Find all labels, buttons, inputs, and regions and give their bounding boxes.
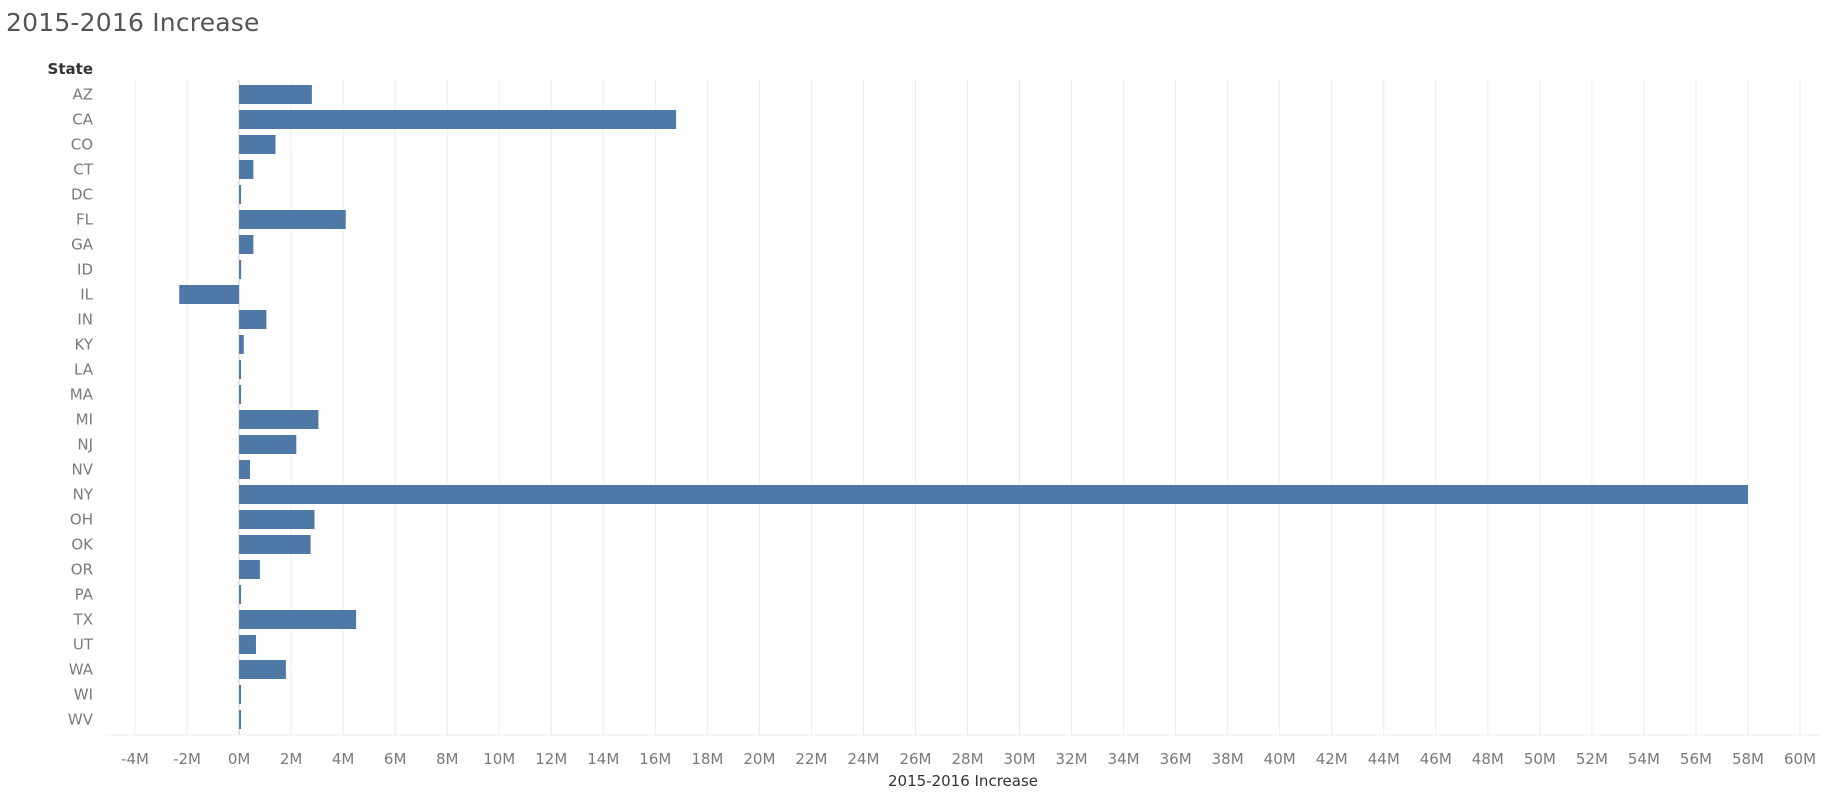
bar-pa[interactable] (239, 585, 242, 604)
x-tick-label: 56M (1680, 750, 1712, 768)
x-tick-label: 50M (1524, 750, 1556, 768)
category-label: CA (72, 111, 93, 129)
bar-ky[interactable] (239, 335, 244, 354)
x-tick-label: 2M (280, 750, 303, 768)
x-tick-label: 32M (1056, 750, 1088, 768)
category-labels: AZ CA CO CT DC FL GA ID IL IN KY LA MA MI NJ NV NY OH OK OR… (68, 86, 94, 729)
page-title: 2015-2016 Increase (6, 8, 260, 37)
category-label: IN (77, 311, 93, 329)
bar-wi[interactable] (239, 685, 242, 704)
category-label: FL (76, 211, 94, 229)
x-tick-label: 44M (1368, 750, 1400, 768)
category-label: DC (71, 186, 93, 204)
x-axis-title: 2015-2016 Increase (888, 772, 1038, 790)
x-tick-label: 58M (1732, 750, 1764, 768)
bar-nj[interactable] (239, 435, 297, 454)
category-label: WV (68, 711, 94, 729)
bar-or[interactable] (239, 560, 260, 579)
category-label: WA (69, 661, 94, 679)
x-tick-label: 14M (587, 750, 619, 768)
x-tick-label: 10M (483, 750, 515, 768)
bar-id[interactable] (239, 260, 242, 279)
category-label: WI (74, 686, 93, 704)
x-tick-label: 60M (1784, 750, 1816, 768)
x-tick-label: 16M (639, 750, 671, 768)
category-label: CT (73, 161, 93, 179)
x-tick-label: 42M (1316, 750, 1348, 768)
category-label: NY (73, 486, 94, 504)
category-label: TX (73, 611, 93, 629)
category-label: UT (73, 636, 94, 654)
y-axis-header: State (48, 60, 93, 78)
x-tick-label: 28M (951, 750, 983, 768)
bar-in[interactable] (239, 310, 267, 329)
bar-dc[interactable] (239, 185, 242, 204)
x-tick-label: 22M (795, 750, 827, 768)
bar-wa[interactable] (239, 660, 286, 679)
bar-az[interactable] (239, 85, 312, 104)
x-tick-label: -2M (173, 750, 201, 768)
x-tick-label: 4M (332, 750, 355, 768)
x-tick-label: 40M (1264, 750, 1296, 768)
category-label: OK (71, 536, 94, 554)
x-tick-label: 8M (436, 750, 459, 768)
x-tick-label: 6M (384, 750, 407, 768)
bar-la[interactable] (239, 360, 242, 379)
category-label: AZ (72, 86, 93, 104)
bar-fl[interactable] (239, 210, 346, 229)
bar-tx[interactable] (239, 610, 357, 629)
bar-oh[interactable] (239, 510, 315, 529)
x-tick-label: 18M (691, 750, 723, 768)
x-tick-labels: -4M -2M 0M 2M 4M 6M 8M 10M 12M 14M 16M 18M 20M 22M 24M… (121, 750, 1816, 768)
category-label: KY (75, 336, 94, 354)
x-tick-label: 36M (1160, 750, 1192, 768)
x-tick-label: -4M (121, 750, 149, 768)
x-tick-label: 0M (228, 750, 251, 768)
x-tick-label: 26M (899, 750, 931, 768)
x-tick-label: 24M (847, 750, 879, 768)
bar-mi[interactable] (239, 410, 319, 429)
bar-nv[interactable] (239, 460, 250, 479)
x-tick-label: 20M (743, 750, 775, 768)
bars (179, 85, 1748, 729)
category-label: LA (74, 361, 94, 379)
category-label: GA (71, 236, 94, 254)
x-tick-label: 12M (535, 750, 567, 768)
x-tick-label: 52M (1576, 750, 1608, 768)
category-label: MI (76, 411, 93, 429)
x-tick-label: 38M (1212, 750, 1244, 768)
category-label: IL (80, 286, 93, 304)
bar-wv[interactable] (239, 710, 242, 729)
category-label: MA (70, 386, 94, 404)
bar-ca[interactable] (239, 110, 677, 129)
bar-ny[interactable] (239, 485, 1748, 504)
x-tick-label: 54M (1628, 750, 1660, 768)
category-label: ID (77, 261, 93, 279)
category-label: OR (71, 561, 93, 579)
bar-co[interactable] (239, 135, 276, 154)
bar-ut[interactable] (239, 635, 256, 654)
category-label: NV (72, 461, 94, 479)
bar-ct[interactable] (239, 160, 254, 179)
bar-ma[interactable] (239, 385, 242, 404)
bar-ok[interactable] (239, 535, 311, 554)
category-label: PA (75, 586, 94, 604)
category-label: CO (71, 136, 93, 154)
bar-il[interactable] (179, 285, 240, 304)
grid-lines (105, 80, 1820, 736)
bar-ga[interactable] (239, 235, 254, 254)
x-tick-label: 34M (1108, 750, 1140, 768)
x-tick-label: 48M (1472, 750, 1504, 768)
category-label: OH (70, 511, 93, 529)
x-tick-label: 46M (1420, 750, 1452, 768)
x-tick-label: 30M (1004, 750, 1036, 768)
category-label: NJ (77, 436, 93, 454)
